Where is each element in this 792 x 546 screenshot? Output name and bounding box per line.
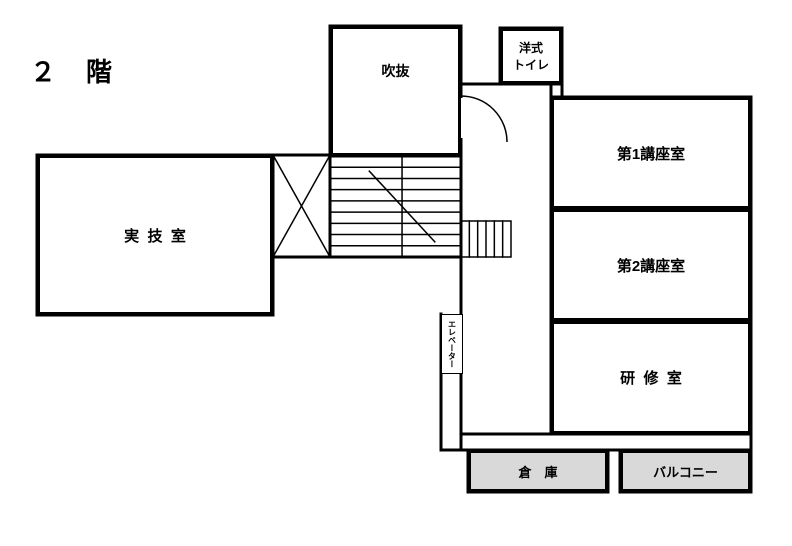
room-jitsugi: 実 技 室	[37, 155, 273, 315]
room-kouza2: 第2講座室	[551, 209, 751, 321]
floor-plan-2f: ２ 階 実 技 室吹抜洋式 トイレ第1講座室第2講座室研 修 室倉 庫バルコニー…	[0, 0, 792, 546]
room-kenshu: 研 修 室	[551, 321, 751, 434]
room-toilet: 洋式 トイレ	[500, 28, 562, 84]
room-fukinuki: 吹抜	[330, 26, 461, 156]
room-kouza1: 第1講座室	[551, 97, 751, 209]
room-elevator: エレベーター	[441, 314, 463, 374]
room-balcony: バルコニー	[620, 450, 751, 492]
room-label-elevator: エレベーター	[447, 320, 458, 368]
room-souko: 倉 庫	[468, 450, 608, 492]
room-label-fukinuki: 吹抜	[382, 61, 410, 81]
